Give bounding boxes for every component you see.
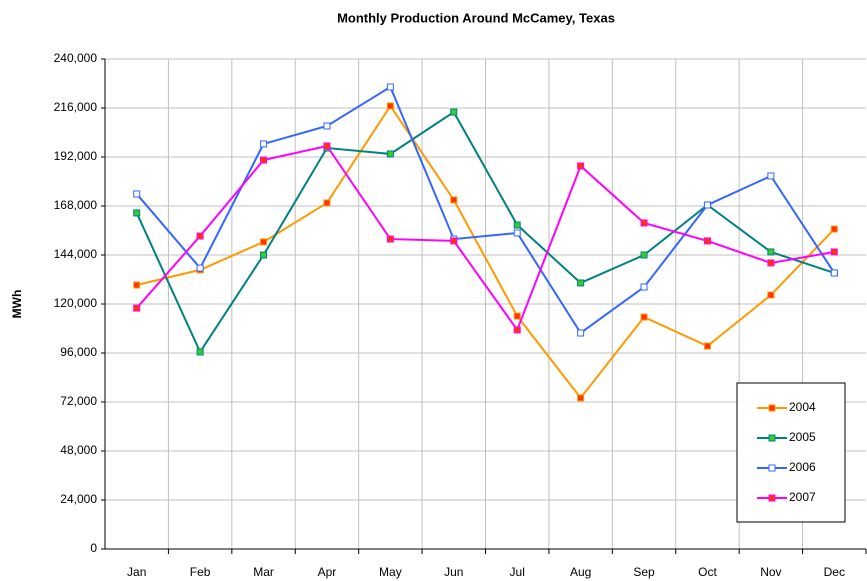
x-tick-label: May — [379, 565, 402, 579]
legend-label: 2005 — [789, 430, 816, 444]
point-marker — [767, 259, 775, 267]
point-marker — [133, 281, 141, 289]
y-axis-label: MWh — [10, 290, 24, 319]
legend-label: 2004 — [789, 400, 816, 414]
legend-label: 2007 — [789, 490, 816, 504]
point-marker — [386, 235, 394, 243]
point-marker — [577, 394, 585, 402]
x-tick-label: Feb — [190, 565, 211, 579]
y-tick-label: 24,000 — [60, 492, 97, 506]
y-tick-label: 120,000 — [54, 296, 98, 310]
point-marker — [640, 283, 648, 291]
point-marker — [640, 313, 648, 321]
legend-marker — [768, 464, 776, 472]
x-tick-label: Dec — [824, 565, 845, 579]
y-tick-label: 144,000 — [54, 247, 98, 261]
point-marker — [323, 142, 331, 150]
y-tick-label: 0 — [90, 541, 97, 555]
legend-marker — [768, 494, 776, 502]
point-marker — [323, 199, 331, 207]
y-tick-label: 48,000 — [60, 443, 97, 457]
legend-marker — [768, 404, 776, 412]
point-marker — [196, 232, 204, 240]
point-marker — [386, 102, 394, 110]
series-line — [135, 85, 836, 335]
point-marker — [640, 251, 648, 259]
point-marker — [513, 326, 521, 334]
series-line — [135, 110, 835, 355]
y-tick-label: 240,000 — [54, 51, 98, 65]
point-marker — [577, 162, 585, 170]
point-marker — [767, 248, 775, 256]
point-marker — [450, 237, 458, 245]
point-marker — [133, 304, 141, 312]
point-marker — [830, 225, 838, 233]
x-tick-label: Aug — [570, 565, 591, 579]
y-tick-label: 72,000 — [60, 394, 97, 408]
legend-label: 2006 — [789, 460, 816, 474]
point-marker — [260, 156, 268, 164]
point-marker — [196, 348, 204, 356]
point-marker — [703, 237, 711, 245]
point-marker — [640, 219, 648, 227]
point-marker — [767, 172, 775, 180]
point-marker — [577, 329, 585, 337]
point-marker — [703, 201, 711, 209]
point-marker — [450, 196, 458, 204]
point-marker — [513, 229, 521, 237]
point-marker — [450, 108, 458, 116]
x-tick-label: Oct — [698, 565, 717, 579]
point-marker — [196, 264, 204, 272]
x-tick-label: Jul — [510, 565, 525, 579]
x-tick-label: Jun — [444, 565, 463, 579]
legend-box — [736, 382, 846, 523]
point-marker — [323, 122, 331, 130]
x-tick-label: Mar — [253, 565, 274, 579]
point-marker — [133, 190, 141, 198]
legend-marker — [768, 434, 776, 442]
point-marker — [386, 83, 394, 91]
x-tick-label: Jan — [127, 565, 146, 579]
point-marker — [133, 209, 141, 217]
point-marker — [703, 342, 711, 350]
x-tick-label: Apr — [318, 565, 337, 579]
y-tick-label: 216,000 — [54, 100, 98, 114]
point-marker — [513, 312, 521, 320]
point-marker — [830, 248, 838, 256]
point-marker — [260, 140, 268, 148]
point-marker — [386, 150, 394, 158]
point-marker — [513, 221, 521, 229]
point-marker — [260, 251, 268, 259]
point-marker — [260, 238, 268, 246]
point-marker — [830, 269, 838, 277]
y-tick-label: 96,000 — [60, 345, 97, 359]
series-line — [136, 104, 836, 400]
y-tick-label: 192,000 — [54, 149, 98, 163]
chart-title: Monthly Production Around McCamey, Texas — [337, 10, 615, 25]
x-tick-label: Sep — [633, 565, 655, 579]
y-tick-label: 168,000 — [54, 198, 98, 212]
point-marker — [577, 279, 585, 287]
point-marker — [767, 291, 775, 299]
x-tick-label: Nov — [760, 565, 781, 579]
series-line — [135, 144, 835, 333]
